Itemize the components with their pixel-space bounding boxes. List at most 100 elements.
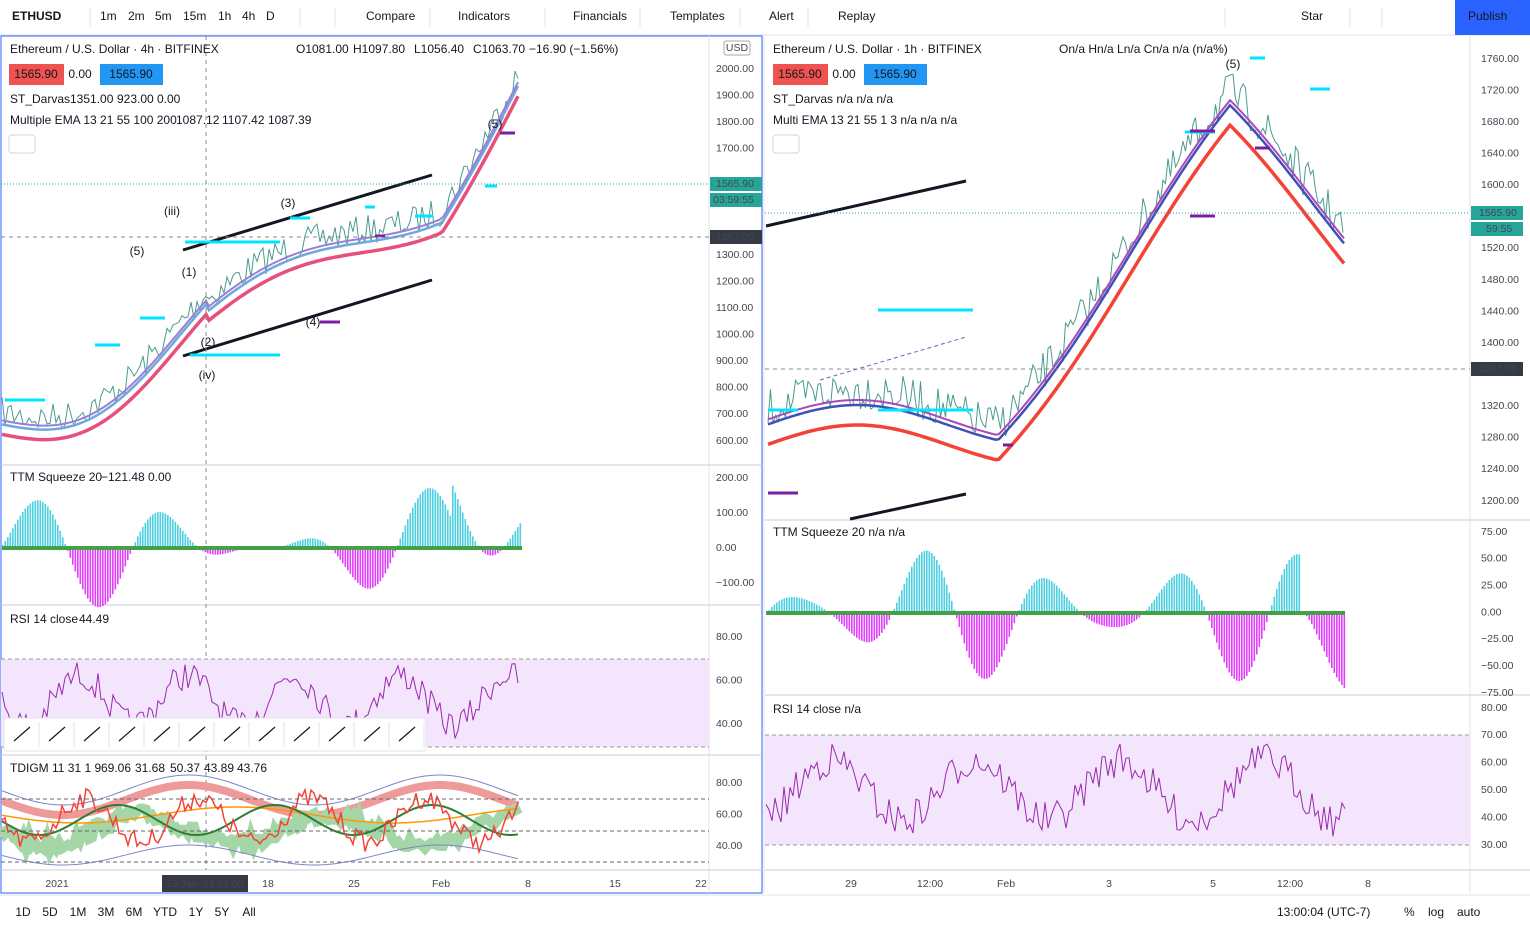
toolbar-button[interactable]: Compare	[366, 9, 416, 23]
histogram-bar	[134, 542, 137, 548]
histogram-bar	[362, 548, 364, 587]
price-axis-label: 900.00	[716, 355, 748, 367]
range-button[interactable]: 5Y	[215, 905, 230, 919]
range-button[interactable]: All	[242, 905, 255, 919]
channel	[182, 173, 433, 252]
histogram-bar	[1218, 613, 1221, 650]
histogram-bar	[157, 512, 159, 548]
histogram-bar	[876, 613, 878, 639]
drawing-tool	[48, 726, 66, 742]
badge-bg	[100, 64, 163, 85]
histogram-bar	[302, 539, 304, 548]
ttm-axis-label: 0.00	[716, 542, 737, 554]
histogram-bar	[294, 542, 297, 548]
price-axis-label: 1280.00	[1481, 432, 1519, 444]
histogram-bar	[27, 505, 29, 548]
toolbar-button[interactable]: Alert	[769, 9, 794, 23]
histogram-bar	[881, 613, 883, 633]
histogram-bar	[971, 613, 973, 664]
ttm-axis-label: −25.00	[1481, 633, 1514, 645]
histogram-bar	[863, 613, 866, 642]
interval-button[interactable]: D	[266, 9, 275, 23]
histogram-bar	[447, 509, 449, 548]
histogram-bar	[806, 600, 808, 613]
wave-label: (iv)	[199, 368, 216, 382]
log-toggle[interactable]: log	[1428, 905, 1444, 919]
histogram-bar	[407, 519, 409, 548]
histogram-bar	[414, 502, 417, 548]
star-button[interactable]: Star	[1301, 9, 1323, 23]
histogram-bar	[517, 527, 519, 548]
histogram-bar	[422, 491, 424, 548]
range-button[interactable]: 1Y	[189, 905, 204, 919]
histogram-bar	[164, 513, 167, 548]
histogram-bar	[933, 555, 936, 613]
histogram-bar	[1158, 592, 1161, 613]
toolbar-button[interactable]: Templates	[670, 9, 725, 23]
last-price-bg	[1471, 206, 1523, 220]
indicator-name: ST_Darvas n/a n/a n/a	[773, 92, 893, 106]
range-button[interactable]: 1D	[15, 905, 31, 919]
histogram-bar	[94, 548, 97, 607]
histogram-bar	[1201, 600, 1203, 613]
ema-line	[1, 95, 520, 442]
histogram-bar	[853, 613, 856, 636]
histogram-bar	[786, 597, 788, 613]
interval-button[interactable]: 1m	[100, 9, 117, 23]
price-axis-label: 1100.00	[716, 302, 753, 314]
interval-button[interactable]: 5m	[155, 9, 172, 23]
countdown: 59:55	[1486, 223, 1512, 235]
toolbar-button[interactable]: Replay	[838, 9, 875, 23]
histogram-bar	[217, 548, 219, 555]
interval-button[interactable]: 1h	[218, 9, 231, 23]
histogram-bar	[998, 613, 1001, 663]
price-axis-label: 1680.00	[1481, 116, 1519, 128]
tdigm-axis-label: 60.00	[716, 808, 742, 820]
wave-label: (2)	[201, 335, 216, 349]
histogram-bar	[1266, 613, 1268, 623]
symbol[interactable]: ETHUSD	[12, 9, 62, 23]
histogram-bar	[1311, 613, 1313, 625]
range-button[interactable]: YTD	[153, 905, 177, 919]
drawing-tool	[363, 726, 381, 742]
ttm-axis-label: −50.00	[1481, 660, 1514, 672]
range-button[interactable]: 1M	[70, 905, 87, 919]
histogram-bar	[1186, 575, 1188, 613]
histogram-bar	[79, 548, 82, 584]
interval-button[interactable]: 15m	[183, 9, 206, 23]
range-button[interactable]: 5D	[42, 905, 58, 919]
chart-title: Ethereum / U.S. Dollar · 1h · BITFINEX	[773, 42, 982, 56]
histogram-bar	[42, 501, 44, 548]
histogram-bar	[222, 548, 224, 555]
histogram-bar	[72, 548, 74, 565]
histogram-bar	[1048, 579, 1051, 613]
tdigm-band	[0, 800, 523, 866]
ema-line	[767, 98, 1345, 436]
toolbar-button[interactable]: Financials	[573, 9, 627, 23]
percent-toggle[interactable]: %	[1404, 905, 1415, 919]
histogram-bar	[901, 590, 903, 613]
histogram-bar	[1221, 613, 1223, 657]
interval-button[interactable]: 4h	[242, 9, 255, 23]
histogram-bar	[946, 584, 948, 613]
histogram-bar	[1006, 613, 1008, 644]
auto-toggle[interactable]: auto	[1457, 905, 1481, 919]
histogram-bar	[903, 583, 906, 613]
rsi-axis-label: 60.00	[716, 674, 742, 686]
histogram-bar	[1196, 589, 1198, 613]
range-button[interactable]: 3M	[98, 905, 115, 919]
interval-button[interactable]: 2m	[128, 9, 145, 23]
drawing-tool	[223, 726, 241, 742]
histogram-bar	[1318, 613, 1321, 640]
last-price: 1565.90	[716, 178, 754, 190]
toolbar-button[interactable]: Indicators	[458, 9, 510, 23]
histogram-bar	[861, 613, 863, 641]
histogram-bar	[1188, 577, 1191, 613]
histogram-bar	[791, 597, 793, 613]
collapse-button	[8, 134, 36, 154]
publish-button[interactable]: Publish	[1468, 9, 1507, 23]
crosshair-price-bg	[1471, 362, 1523, 376]
range-button[interactable]: 6M	[126, 905, 143, 919]
histogram-bar	[444, 504, 447, 548]
